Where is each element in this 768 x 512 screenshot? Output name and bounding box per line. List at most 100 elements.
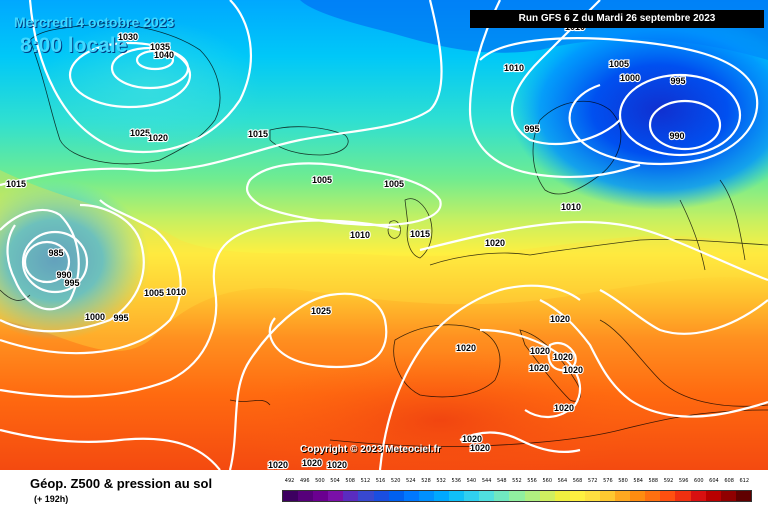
scale-swatch bbox=[554, 491, 570, 501]
isobar-label: 995 bbox=[113, 313, 128, 323]
scale-swatch bbox=[569, 491, 585, 501]
scale-swatch bbox=[675, 491, 691, 501]
scale-swatch bbox=[433, 491, 450, 501]
isobar-label: 1010 bbox=[166, 287, 186, 297]
scale-swatch bbox=[328, 491, 344, 501]
scale-label: 528 bbox=[421, 478, 431, 484]
scale-swatch bbox=[524, 491, 540, 501]
scale-swatch bbox=[313, 491, 329, 501]
isobar-label: 1020 bbox=[485, 238, 505, 248]
scale-label: 496 bbox=[299, 478, 310, 484]
scale-label: 524 bbox=[406, 478, 416, 484]
scale-swatch bbox=[388, 491, 404, 501]
isobar-label: 995 bbox=[64, 278, 79, 288]
isobar-label: 1020 bbox=[550, 314, 570, 324]
legend-title: Géop. Z500 & pression au sol bbox=[30, 476, 213, 491]
scale-swatch bbox=[645, 491, 661, 501]
scale-label: 596 bbox=[678, 478, 689, 484]
isobar-label: 995 bbox=[670, 76, 685, 86]
scale-swatch bbox=[373, 491, 389, 501]
isobar-label: 1015 bbox=[410, 229, 430, 239]
scale-labels: 492 496 500 504 508 512 516 520 524 528 532 536 540 5… bbox=[282, 478, 752, 488]
scale-label: 600 bbox=[694, 478, 704, 484]
isobar-label: 1040 bbox=[154, 50, 174, 60]
z500-low-atlantic bbox=[0, 180, 150, 340]
isobar-label: 1020 bbox=[554, 403, 574, 413]
scale-label: 492 bbox=[284, 478, 295, 484]
isobar-label: 1020 bbox=[553, 352, 573, 362]
scale-swatch bbox=[449, 491, 465, 501]
scale-swatch bbox=[615, 491, 631, 501]
z500-warm-core-iberia bbox=[240, 350, 640, 470]
isobar-label: 1020 bbox=[462, 434, 482, 444]
isobar-label: 1000 bbox=[85, 312, 105, 322]
scale-swatch bbox=[479, 491, 495, 501]
scale-swatch bbox=[705, 491, 721, 501]
isobar-label: 1020 bbox=[456, 343, 476, 353]
scale-label: 588 bbox=[648, 478, 659, 484]
isobar-label: 1005 bbox=[144, 288, 164, 298]
scale-swatch bbox=[464, 491, 480, 501]
scale-label: 608 bbox=[724, 478, 734, 484]
isobar-label: 990 bbox=[56, 270, 71, 280]
scale-swatch bbox=[298, 491, 314, 501]
scale-swatch bbox=[539, 491, 555, 501]
z500-band-green-west bbox=[0, 170, 768, 351]
scale-label: 512 bbox=[360, 478, 371, 484]
scale-swatch bbox=[509, 491, 525, 501]
scale-label: 532 bbox=[436, 478, 446, 484]
legend-subtitle: (+ 192h) bbox=[34, 494, 69, 504]
scale-label: 548 bbox=[496, 478, 507, 484]
color-scale: 492 496 500 504 508 512 516 520 524 528 532 536 540 5… bbox=[282, 478, 752, 504]
isobar-label: 1020 bbox=[327, 460, 347, 470]
scale-label: 552 bbox=[512, 478, 522, 484]
scale-swatch bbox=[418, 491, 434, 501]
isobars bbox=[0, 0, 768, 470]
isobar-label: 1020 bbox=[529, 363, 549, 373]
isobar-label: 1020 bbox=[302, 458, 322, 468]
isobar-label: 1000 bbox=[620, 73, 640, 83]
scale-swatch bbox=[630, 491, 646, 501]
scale-label: 560 bbox=[542, 478, 552, 484]
scale-swatch bbox=[599, 491, 616, 501]
isobar-label: 1010 bbox=[561, 202, 581, 212]
scale-label: 500 bbox=[315, 478, 325, 484]
isobar-label: 990 bbox=[669, 131, 684, 141]
scale-label: 556 bbox=[527, 478, 537, 484]
scale-label: 516 bbox=[375, 478, 386, 484]
isobar-label: 1020 bbox=[148, 133, 168, 143]
scale-label: 544 bbox=[481, 478, 492, 484]
scale-swatch bbox=[343, 491, 359, 501]
scale-label: 572 bbox=[587, 478, 598, 484]
isobar-label: 1035 bbox=[150, 42, 170, 52]
scale-label: 584 bbox=[633, 478, 643, 484]
forecast-date: Mercredi 4 octobre 2023 bbox=[14, 14, 175, 30]
scale-label: 520 bbox=[390, 478, 401, 484]
scale-label: 592 bbox=[663, 478, 674, 484]
forecast-time: 8:00 locale bbox=[20, 34, 128, 57]
isobar-label: 1010 bbox=[504, 63, 524, 73]
run-info: Run GFS 6 Z du Mardi 26 septembre 2023 bbox=[470, 10, 764, 28]
scale-label: 504 bbox=[330, 478, 340, 484]
isobar-label: 1025 bbox=[311, 306, 331, 316]
scale-swatch bbox=[660, 491, 676, 501]
scale-label: 508 bbox=[345, 478, 355, 484]
scale-label: 604 bbox=[709, 478, 719, 484]
scale-label: 536 bbox=[451, 478, 462, 484]
scale-swatch bbox=[735, 491, 751, 501]
isobar-label: 1005 bbox=[384, 179, 404, 189]
scale-label: 564 bbox=[557, 478, 568, 484]
scale-label: 576 bbox=[603, 478, 613, 484]
scale-swatch bbox=[584, 491, 600, 501]
scale-swatch bbox=[358, 491, 374, 501]
isobar-label: 1020 bbox=[530, 346, 550, 356]
isobar-label: 1010 bbox=[350, 230, 370, 240]
isobar-label: 995 bbox=[524, 124, 539, 134]
scale-label: 580 bbox=[618, 478, 628, 484]
scale-swatch bbox=[403, 491, 419, 501]
scale-label: 540 bbox=[466, 478, 477, 484]
isobar-label: 1015 bbox=[6, 179, 26, 189]
scale-swatch bbox=[690, 491, 706, 501]
